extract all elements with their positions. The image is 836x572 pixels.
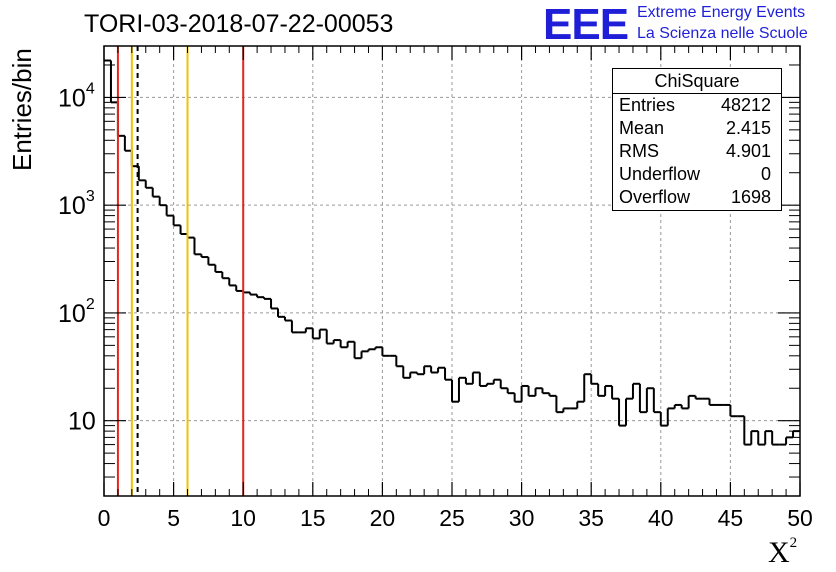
stats-row-rms: RMS 4.901	[613, 140, 781, 163]
stats-label: Entries	[619, 95, 676, 115]
x-tick-label: 35	[578, 505, 604, 531]
x-tick-label: 30	[509, 505, 535, 531]
stats-label: Overflow	[619, 187, 691, 207]
stats-value: 2.415	[725, 118, 771, 138]
stats-value: 0	[760, 164, 771, 184]
y-tick-label-exponent: 4	[86, 80, 95, 97]
stats-label: Mean	[619, 118, 665, 138]
x-tick-label: 20	[370, 505, 396, 531]
x-tick-label: 40	[648, 505, 674, 531]
stats-row-overflow: Overflow 1698	[613, 186, 781, 209]
stats-row-entries: Entries 48212	[613, 94, 781, 117]
x-tick-label: 45	[718, 505, 744, 531]
stats-row-mean: Mean 2.415	[613, 117, 781, 140]
stats-box: ChiSquare Entries 48212 Mean 2.415 RMS 4…	[612, 68, 782, 211]
eee-logo: EEE	[543, 0, 629, 49]
logo-line-1: Extreme Energy Events	[637, 4, 806, 21]
x-tick-label: 5	[167, 505, 180, 531]
stats-value: 4.901	[725, 141, 771, 161]
logo-line-2: La Scienza nelle Scuole	[637, 25, 808, 42]
stats-title: ChiSquare	[613, 69, 781, 94]
x-axis-label-base: X	[768, 536, 790, 569]
y-tick-label: 10	[68, 408, 96, 436]
x-tick-labels: 0 5 10 15 20 25 30 35 40 45 50	[98, 505, 813, 531]
y-tick-label: 102	[58, 296, 95, 328]
x-axis-label: X2	[768, 535, 798, 570]
axis-ticks	[103, 45, 801, 497]
x-tick-label: 15	[300, 505, 326, 531]
x-axis-label-exponent: 2	[789, 535, 798, 551]
histogram-series	[104, 59, 800, 446]
stats-value: 1698	[730, 187, 771, 207]
y-tick-label: 103	[58, 188, 95, 220]
y-axis-label: Entries/bin	[7, 48, 37, 171]
y-tick-labels: 10 102 103 104	[58, 80, 96, 435]
x-tick-label: 0	[98, 505, 111, 531]
y-tick-label-exponent: 3	[86, 188, 95, 205]
x-tick-label: 10	[230, 505, 256, 531]
x-tick-label: 25	[439, 505, 465, 531]
stats-value: 48212	[720, 95, 771, 115]
stats-row-underflow: Underflow 0	[613, 163, 781, 186]
chart-title: TORI-03-2018-07-22-00053	[84, 10, 394, 38]
stats-label: Underflow	[619, 164, 701, 184]
y-tick-label-exponent: 2	[86, 296, 95, 313]
stats-label: RMS	[619, 141, 659, 161]
y-tick-label: 104	[58, 80, 95, 112]
marker-lines	[116, 46, 245, 496]
x-tick-label: 50	[787, 505, 813, 531]
